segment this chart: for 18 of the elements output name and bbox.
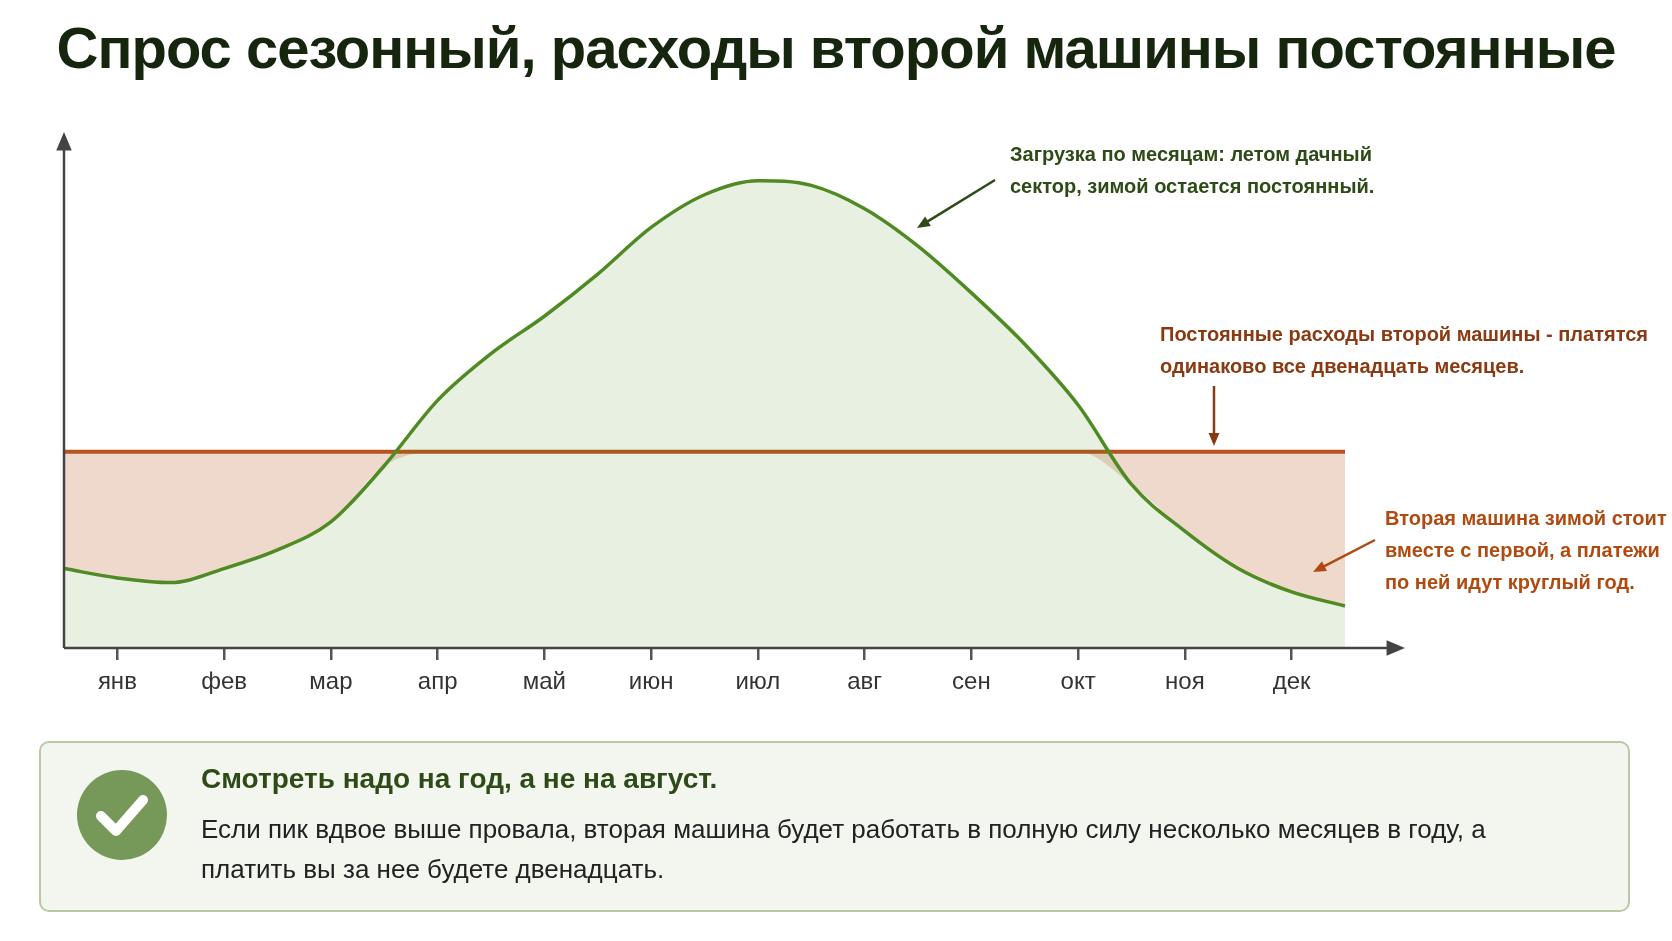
x-tick-label: дек — [1272, 667, 1312, 695]
x-tick-label: янв — [97, 667, 137, 695]
x-tick-label: июн — [628, 667, 674, 695]
x-tick-label: окт — [1060, 667, 1096, 695]
x-tick-label: ноя — [1165, 667, 1205, 695]
annotation: Загрузка по месяцам: летом дачный сектор, зимой остается постоянный. — [1010, 142, 1376, 199]
x-tick-label: авг — [847, 667, 883, 695]
x-tick-label: сен — [952, 667, 991, 695]
annotation: Постоянные расходы второй машины - платятся одинаково все двенадцать месяцев. — [1160, 322, 1649, 379]
x-tick-label: апр — [417, 667, 458, 695]
text: Если пик вдвое выше провала, вторая машина будет работать в полную силу несколько месяцев в году, а платить вы за нее будете двенадцать. — [201, 813, 1487, 886]
annotation: Вторая машина зимой стоит вместе с первой, а платежи по ней идут круглый год. — [1385, 506, 1668, 595]
x-tick-label: мар — [309, 667, 353, 695]
x-tick-label: фев — [201, 667, 248, 695]
x-tick-label: май — [522, 667, 567, 695]
chart-title: Спрос сезонный, расходы второй машины постоянные — [55, 14, 1617, 81]
text: Смотреть надо на год, а не на август. — [201, 763, 718, 795]
x-tick-label: июл — [735, 667, 781, 695]
